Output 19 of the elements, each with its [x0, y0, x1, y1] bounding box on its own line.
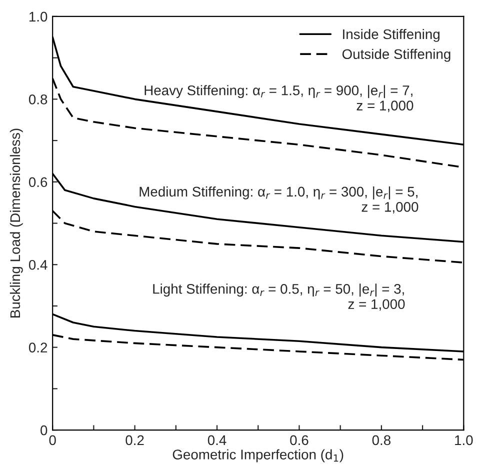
y-axis-title: Buckling Load (Dimensionless) [10, 128, 23, 318]
annotation: Heavy Stiffening: α$_{r}$ = 1.5, η$_{r}$ = 900, |e$_{r}$| = 7, z = 1,000 [144, 85, 414, 112]
y-tick-label: 1.0 [29, 12, 48, 22]
annotation: Light Stiffening: α$_{r}$ = 0.5, η$_{r}$ = 50, |e$_{r}$| = 3, z = 1,000 [153, 284, 405, 311]
y-tick-label: 0.6 [28, 177, 48, 188]
y-tick-label: 0 [40, 425, 48, 436]
legend-label: Outside Stiffening [342, 48, 450, 62]
annotation: Medium Stiffening: α$_{r}$ = 1.0, η$_{r}$ = 300, |e$_{r}$| = 5, z = 1,000 [140, 186, 418, 214]
x-tick-label: 0.6 [290, 435, 308, 446]
x-tick-label: 0.8 [372, 435, 390, 446]
x-tick-label: 1.0 [455, 435, 473, 446]
x-tick-label: 0.2 [126, 435, 144, 446]
y-tick-label: 0.2 [28, 342, 48, 352]
x-tick-label: 0.4 [208, 435, 226, 446]
x-axis-title: Geometric Imperfection (d$_{1}$) [172, 449, 344, 462]
legend-label: Inside Stiffening [343, 28, 440, 42]
x-tick-label: 0 [49, 435, 56, 446]
y-tick-label: 0.4 [28, 260, 48, 270]
y-tick-label: 0.8 [28, 94, 48, 104]
